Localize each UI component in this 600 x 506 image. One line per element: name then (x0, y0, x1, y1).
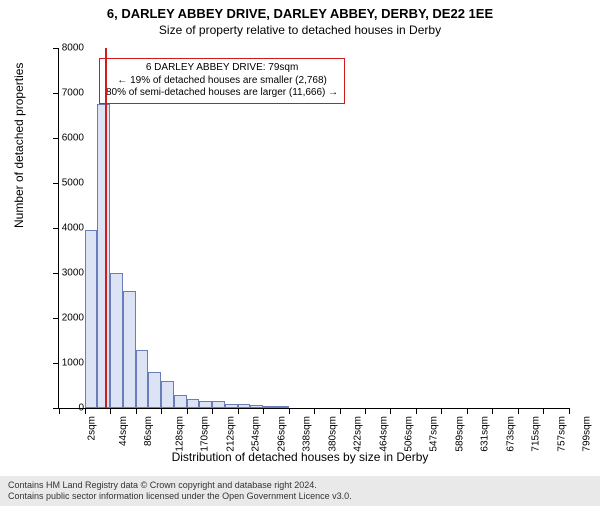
footer-line1: Contains HM Land Registry data © Crown c… (8, 480, 592, 491)
x-tick-label: 170sqm (200, 416, 211, 452)
x-tick (85, 408, 86, 414)
histogram-bar (161, 381, 174, 408)
chart-title-line1: 6, DARLEY ABBEY DRIVE, DARLEY ABBEY, DER… (0, 6, 600, 21)
x-tick (289, 408, 290, 414)
y-tick-label: 3000 (62, 268, 84, 279)
y-tick-label: 4000 (62, 223, 84, 234)
y-tick (53, 93, 59, 94)
y-tick (53, 48, 59, 49)
annotation-box: 6 DARLEY ABBEY DRIVE: 79sqm ← 19% of det… (99, 58, 345, 104)
footer: Contains HM Land Registry data © Crown c… (0, 476, 600, 506)
x-tick-label: 338sqm (302, 416, 313, 452)
histogram-bar (263, 406, 276, 408)
histogram-bar (250, 405, 263, 408)
y-tick-label: 7000 (62, 88, 84, 99)
chart-container: 6 DARLEY ABBEY DRIVE: 79sqm ← 19% of det… (58, 48, 568, 408)
plot-area: 6 DARLEY ABBEY DRIVE: 79sqm ← 19% of det… (58, 48, 569, 409)
x-tick-label: 44sqm (118, 416, 129, 446)
x-tick-label: 380sqm (327, 416, 338, 452)
histogram-bar (85, 230, 98, 408)
y-tick-label: 1000 (62, 358, 84, 369)
x-tick (238, 408, 239, 414)
x-axis-label: Distribution of detached houses by size … (0, 450, 600, 464)
x-tick (110, 408, 111, 414)
x-tick (569, 408, 570, 414)
x-tick-label: 128sqm (174, 416, 185, 452)
annotation-line1: 6 DARLEY ABBEY DRIVE: 79sqm (106, 62, 338, 75)
x-tick-label: 506sqm (404, 416, 415, 452)
x-tick-label: 296sqm (276, 416, 287, 452)
histogram-bar (199, 401, 212, 408)
histogram-bar (225, 404, 238, 409)
x-tick (441, 408, 442, 414)
x-tick-label: 86sqm (143, 416, 154, 446)
x-tick (365, 408, 366, 414)
x-tick (212, 408, 213, 414)
histogram-bar (187, 399, 200, 408)
y-tick (53, 228, 59, 229)
y-tick-label: 2000 (62, 313, 84, 324)
x-tick (492, 408, 493, 414)
x-tick-label: 589sqm (454, 416, 465, 452)
x-tick-label: 464sqm (378, 416, 389, 452)
x-tick-label: 2sqm (86, 416, 97, 440)
y-tick (53, 363, 59, 364)
y-axis-label: Number of detached properties (12, 63, 26, 228)
x-tick-label: 631sqm (480, 416, 491, 452)
x-tick-label: 673sqm (505, 416, 516, 452)
annotation-line2: ← 19% of detached houses are smaller (2,… (106, 75, 338, 88)
y-tick-label: 0 (78, 403, 84, 414)
histogram-bar (174, 395, 187, 409)
x-tick (136, 408, 137, 414)
x-tick (467, 408, 468, 414)
histogram-bar (97, 104, 110, 408)
x-tick (416, 408, 417, 414)
x-tick (518, 408, 519, 414)
annotation-line3: 80% of semi-detached houses are larger (… (106, 87, 338, 100)
x-tick (161, 408, 162, 414)
y-tick-label: 6000 (62, 133, 84, 144)
histogram-bar (238, 404, 251, 408)
histogram-bar (212, 401, 225, 408)
x-tick (340, 408, 341, 414)
y-tick-label: 5000 (62, 178, 84, 189)
x-tick-label: 254sqm (251, 416, 262, 452)
x-tick-label: 422sqm (353, 416, 364, 452)
x-tick (263, 408, 264, 414)
footer-line2: Contains public sector information licen… (8, 491, 592, 502)
chart-title-line2: Size of property relative to detached ho… (0, 23, 600, 37)
y-tick (53, 138, 59, 139)
histogram-bar (136, 350, 149, 409)
x-tick (390, 408, 391, 414)
x-tick-label: 212sqm (225, 416, 236, 452)
x-tick-label: 715sqm (531, 416, 542, 452)
x-tick-label: 757sqm (557, 416, 568, 452)
y-tick (53, 183, 59, 184)
x-tick (314, 408, 315, 414)
marker-line (105, 48, 107, 408)
x-tick (187, 408, 188, 414)
y-tick (53, 318, 59, 319)
x-tick-label: 799sqm (582, 416, 593, 452)
y-tick-label: 8000 (62, 43, 84, 54)
histogram-bar (148, 372, 161, 408)
histogram-bar (276, 406, 289, 408)
y-tick (53, 273, 59, 274)
histogram-bar (110, 273, 123, 408)
x-tick-label: 547sqm (429, 416, 440, 452)
x-tick (59, 408, 60, 414)
histogram-bar (123, 291, 136, 408)
x-tick (543, 408, 544, 414)
